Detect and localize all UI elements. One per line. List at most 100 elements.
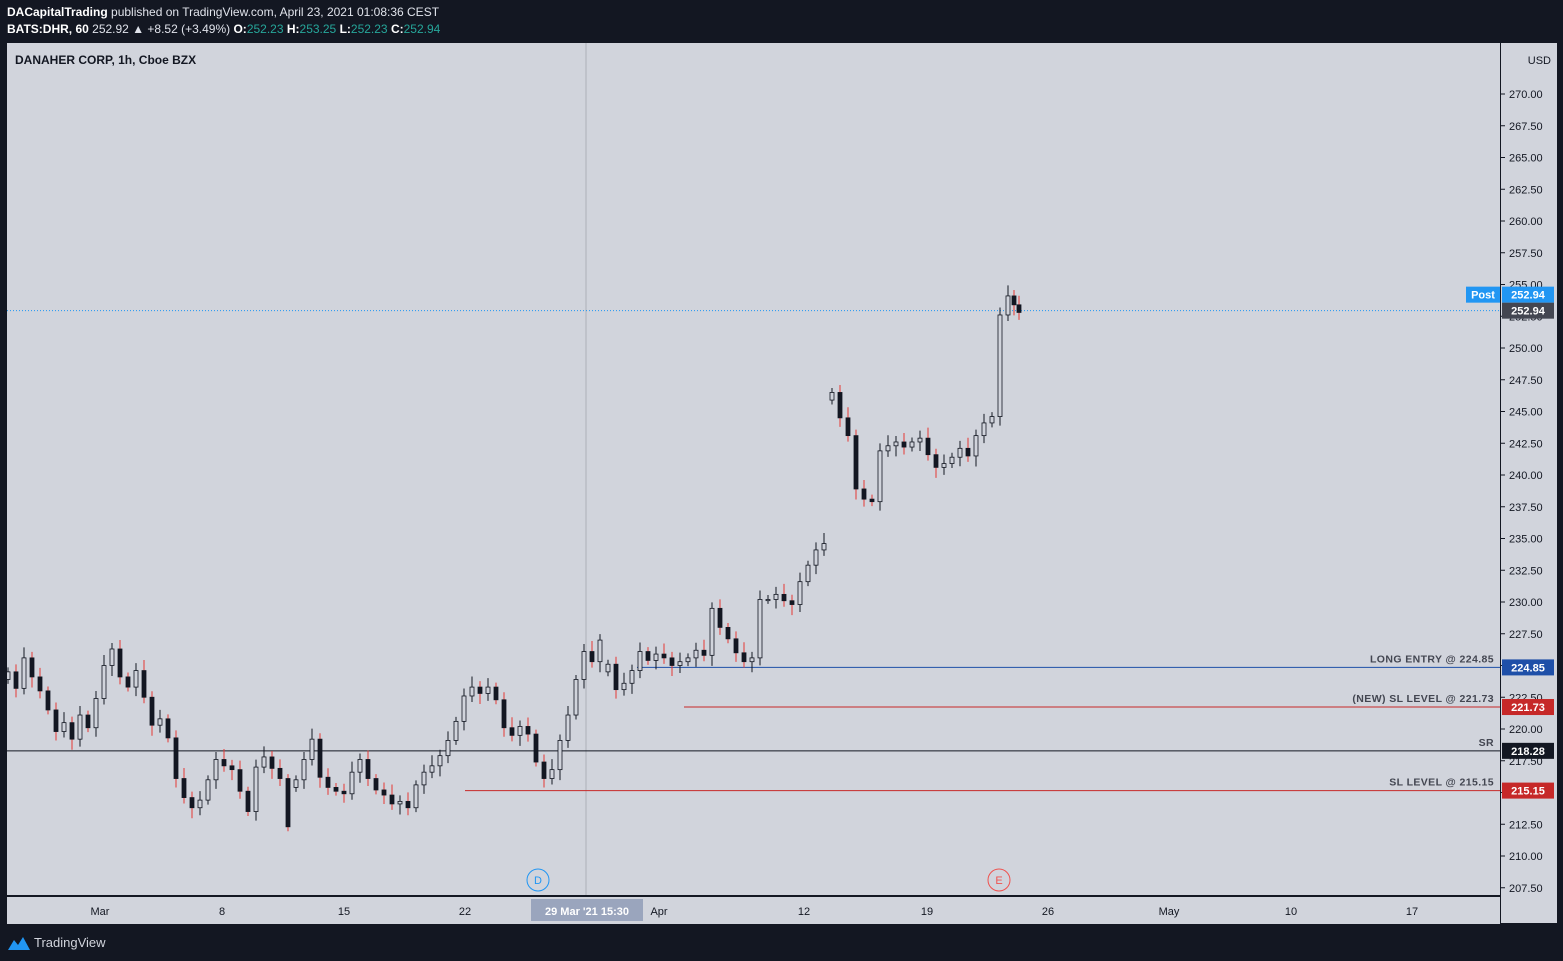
candle: [533, 729, 539, 767]
candle-body: [477, 686, 483, 694]
candle-body: [909, 441, 915, 448]
candle-body: [1016, 304, 1022, 313]
candle: [309, 728, 315, 766]
chart-pane[interactable]: DANAHER CORP, 1h, Cboe BZX LONG ENTRY @ 2…: [7, 43, 1500, 895]
candle: [1016, 295, 1022, 320]
candle: [509, 717, 515, 742]
candle-body: [437, 755, 443, 767]
candle: [941, 454, 947, 475]
candle-body: [125, 676, 131, 688]
candle: [717, 599, 723, 635]
candle: [525, 717, 531, 742]
candle-body: [293, 779, 299, 788]
price-tick-label: 245.00: [1509, 407, 1543, 419]
candle: [605, 659, 611, 677]
candle-body: [805, 564, 811, 583]
price-tick-label: 257.50: [1509, 248, 1543, 260]
price-axis[interactable]: USD 270.00 267.50 265.00 262.50 260.00 257.50 2…: [1500, 43, 1557, 923]
candle-body: [637, 651, 643, 671]
candle-body: [229, 765, 235, 771]
candle-body: [749, 657, 755, 663]
candle-body: [765, 599, 771, 602]
candle-body: [797, 581, 803, 605]
time-tick-label: Apr: [650, 906, 667, 918]
level-badge-0: 224.85: [1511, 662, 1545, 674]
candle: [933, 448, 939, 478]
candle-body: [933, 454, 939, 468]
open-value: 252.23: [246, 22, 284, 36]
candle: [13, 664, 19, 698]
candle-body: [853, 435, 859, 490]
candle: [565, 706, 571, 748]
candle-body: [317, 738, 323, 778]
candle: [741, 642, 747, 668]
candle: [365, 750, 371, 787]
candle: [333, 782, 339, 796]
candle-body: [45, 690, 51, 711]
event-marker-1: [987, 868, 1011, 892]
time-axis[interactable]: Mar 8 15 22 Apr 12 19 26 May 10 17 29 Mar '21 15:30: [7, 896, 1500, 924]
candle: [701, 639, 707, 662]
candle-body: [509, 727, 515, 736]
price-tick-label: 230.00: [1509, 597, 1543, 609]
candle: [733, 631, 739, 662]
event-label-0: D: [534, 875, 542, 887]
candle: [37, 667, 43, 699]
symbol-label: BATS:DHR, 60: [7, 22, 89, 36]
candle-body: [981, 422, 987, 437]
candle-body: [349, 771, 355, 795]
candle-body: [253, 766, 259, 812]
candle: [253, 759, 259, 821]
candle: [1011, 289, 1017, 316]
candle-body: [309, 738, 315, 760]
candle-body: [397, 800, 403, 805]
candle-body: [693, 649, 699, 659]
candle-body: [597, 639, 603, 663]
candle-body: [781, 593, 787, 602]
candle-body: [365, 759, 371, 779]
candle: [829, 388, 835, 405]
candle: [693, 642, 699, 667]
candle-body: [493, 686, 499, 701]
low-label: L:: [339, 22, 351, 36]
time-tick-label: 10: [1285, 906, 1297, 918]
candle: [621, 672, 627, 696]
candle-body: [421, 771, 427, 786]
publisher-name[interactable]: DACapitalTrading: [7, 5, 108, 19]
level-badge-3-bg: [1502, 782, 1554, 799]
candle-body: [7, 671, 11, 680]
candle: [901, 432, 907, 455]
time-tick-label: 22: [459, 906, 471, 918]
last-price-badge: 252.94: [1511, 306, 1546, 318]
candle-body: [405, 800, 411, 809]
candle: [501, 692, 507, 737]
open-label: O:: [233, 22, 247, 36]
candle: [389, 784, 395, 810]
close-value: 252.94: [403, 22, 441, 36]
candle-body: [829, 392, 835, 401]
candle: [877, 443, 883, 511]
price-tick-label: 220.00: [1509, 724, 1543, 736]
candle-body: [109, 648, 115, 666]
candle-body: [53, 709, 59, 732]
candle: [213, 751, 219, 789]
last-price: 252.92: [92, 22, 129, 36]
candle-body: [301, 759, 307, 781]
candle: [757, 590, 763, 666]
price-tick-label: 242.50: [1509, 438, 1543, 450]
candle: [149, 691, 155, 736]
candle-body: [653, 653, 659, 661]
candle-body: [117, 648, 123, 678]
close-label: C:: [390, 22, 404, 36]
candle-body: [845, 417, 851, 437]
price-plot[interactable]: DANAHER CORP, 1h, Cboe BZX LONG ENTRY @ 2…: [7, 43, 1500, 895]
candle: [381, 782, 387, 805]
tradingview-brand[interactable]: TradingView: [34, 935, 106, 950]
candle-body: [469, 686, 475, 697]
candle: [93, 691, 99, 737]
candle: [77, 706, 83, 747]
candle-body: [1005, 295, 1011, 316]
candle: [133, 663, 139, 697]
candle-body: [701, 649, 707, 656]
candle-body: [645, 651, 651, 661]
